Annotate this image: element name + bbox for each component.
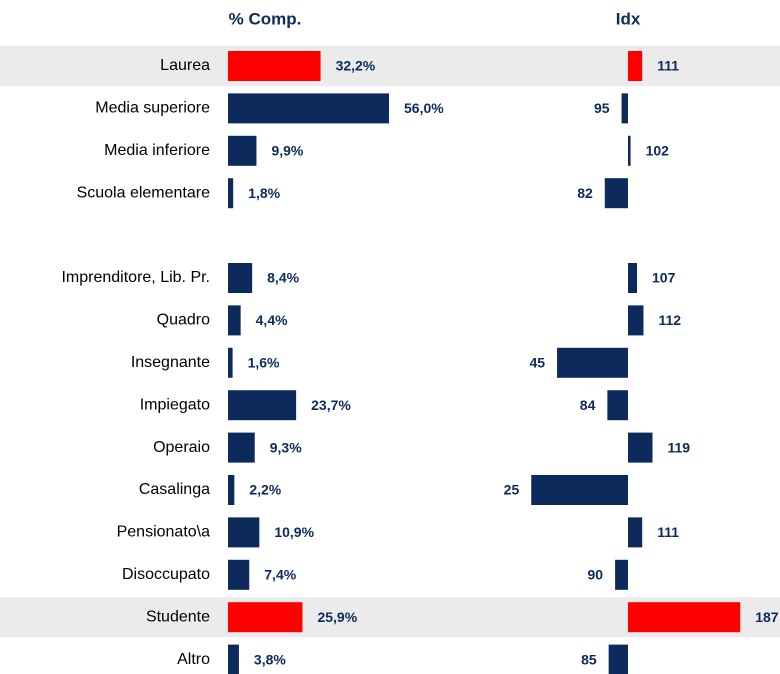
category-label: Operaio (153, 439, 210, 456)
bar (607, 390, 628, 421)
bar (628, 263, 638, 293)
value-label: 107 (652, 270, 676, 286)
value-label: 23,7% (311, 397, 351, 413)
bar (228, 390, 297, 421)
bar (228, 475, 235, 505)
bar (228, 644, 239, 674)
value-label: 102 (646, 143, 670, 159)
bar (615, 559, 628, 590)
value-label: 84 (580, 397, 596, 413)
value-label: 8,4% (267, 270, 299, 286)
category-label: Impiegato (140, 396, 210, 413)
bar (628, 517, 643, 548)
bar (628, 305, 644, 336)
value-label: 2,2% (249, 482, 281, 498)
bar (228, 432, 255, 463)
value-label: 10,9% (274, 524, 314, 540)
value-label: 25,9% (317, 609, 357, 625)
value-label: 4,4% (256, 312, 288, 328)
value-label: 82 (577, 185, 593, 201)
value-label: 112 (658, 312, 681, 328)
value-label: 9,3% (270, 439, 302, 455)
value-label: 56,0% (404, 100, 444, 116)
bar (228, 305, 241, 336)
category-label: Laurea (160, 57, 210, 74)
bar (628, 135, 631, 166)
category-label: Scuola elementare (77, 184, 211, 201)
value-label: 111 (657, 524, 679, 540)
value-label: 25 (504, 482, 520, 498)
bar (228, 178, 234, 209)
value-label: 1,8% (248, 185, 280, 201)
value-label: 45 (529, 355, 545, 371)
value-label: 119 (668, 439, 691, 455)
bar (557, 347, 628, 378)
bar (228, 263, 253, 293)
category-label: Media inferiore (104, 142, 210, 159)
bar (228, 347, 233, 378)
value-label: 187 (755, 609, 779, 625)
value-label: 85 (581, 651, 597, 667)
row-highlight (0, 46, 780, 86)
category-label: Casalinga (139, 481, 210, 498)
value-label: 1,6% (248, 355, 280, 371)
bar (228, 93, 389, 124)
bar (608, 644, 628, 674)
value-label: 7,4% (264, 567, 296, 583)
value-label: 32,2% (336, 58, 376, 74)
bar (628, 432, 653, 463)
category-label: Disoccupato (122, 566, 210, 583)
bar (621, 93, 628, 124)
category-label: Altro (177, 651, 210, 668)
bar (628, 602, 741, 633)
bar (604, 178, 628, 209)
bar (228, 602, 303, 633)
category-label: Studente (146, 608, 210, 625)
bar (228, 135, 257, 166)
bar (228, 51, 321, 81)
bar (628, 51, 643, 81)
category-label: Quadro (157, 312, 210, 329)
value-label: 90 (588, 567, 604, 583)
bar (531, 475, 628, 505)
category-label: Media superiore (95, 100, 210, 117)
value-label: 111 (657, 58, 679, 74)
value-label: 95 (594, 100, 610, 116)
series-header: Idx (616, 9, 641, 28)
row-backgrounds (0, 46, 780, 638)
value-label: 3,8% (254, 651, 286, 667)
category-label: Insegnante (131, 354, 210, 371)
category-label: Imprenditore, Lib. Pr. (61, 269, 210, 286)
bar (228, 517, 260, 548)
category-label: Pensionato\a (117, 524, 211, 541)
bar (228, 559, 250, 590)
value-label: 9,9% (271, 143, 303, 159)
series-header: % Comp. (229, 9, 302, 28)
